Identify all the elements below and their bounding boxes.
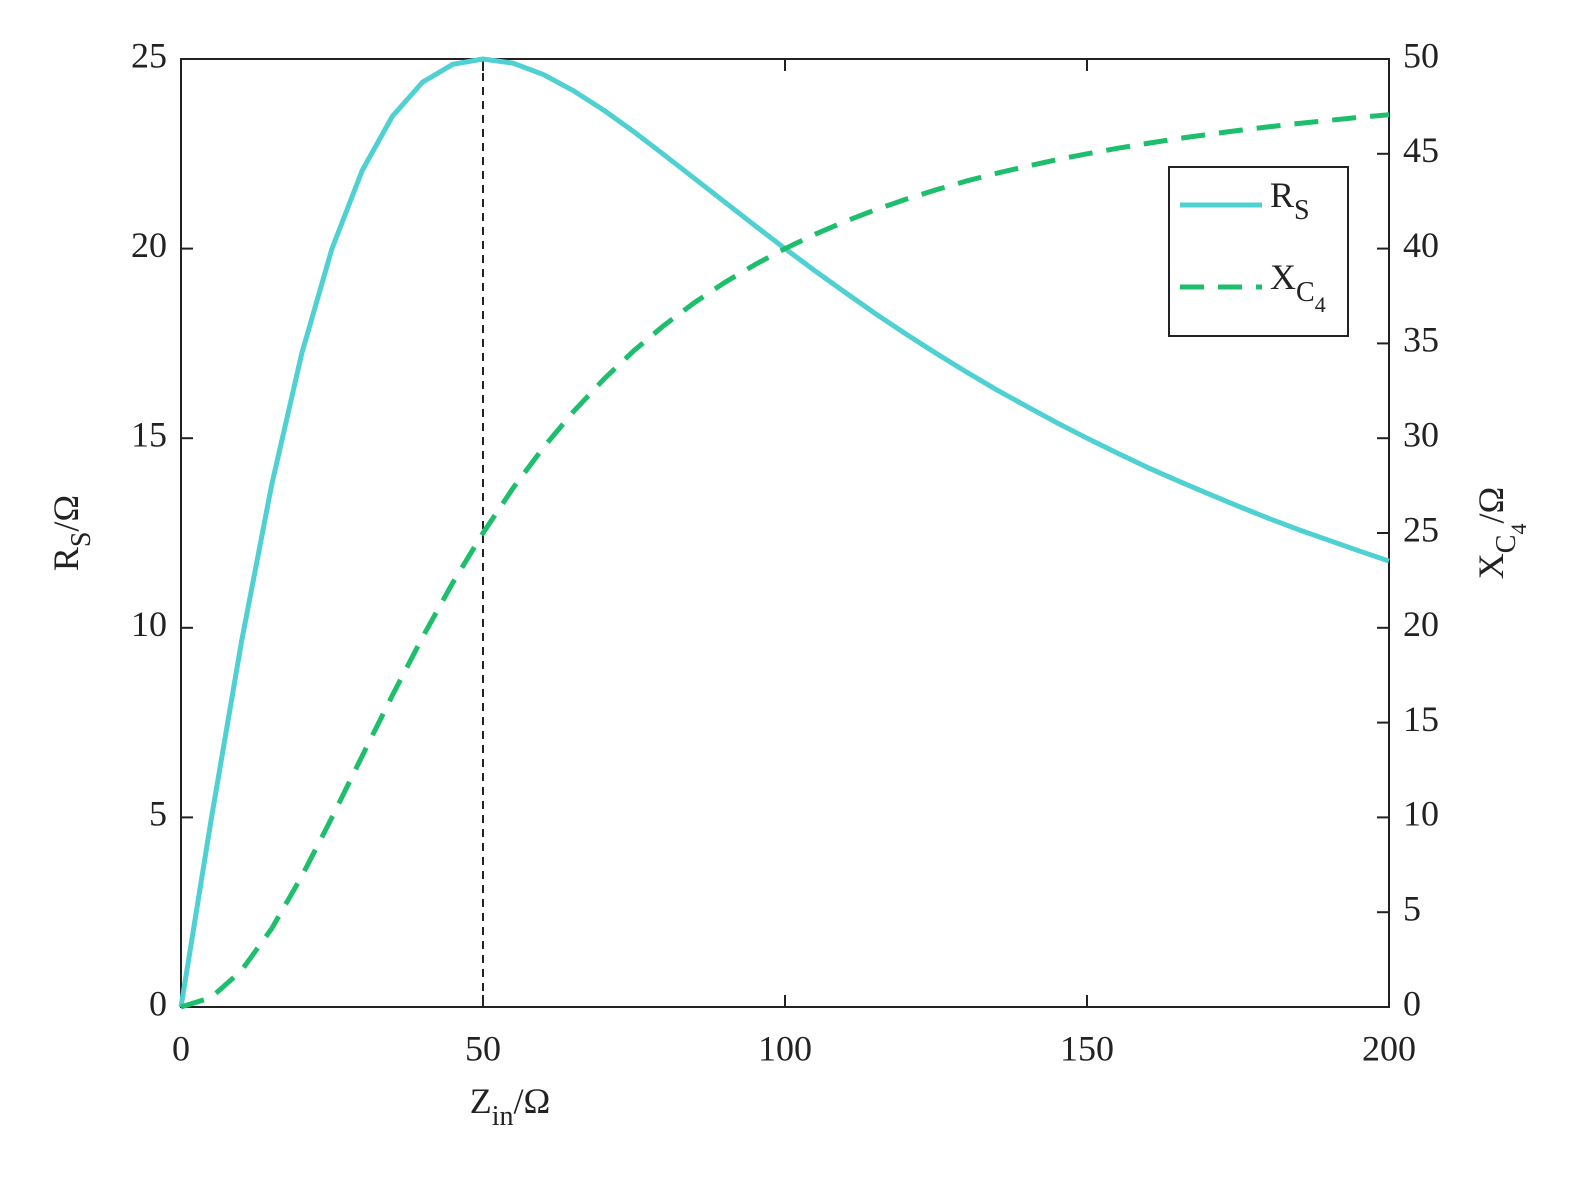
legend-label-part: S <box>1294 195 1310 226</box>
x-tick-label: 100 <box>758 1028 812 1068</box>
y2-tick-label: 50 <box>1403 35 1439 75</box>
legend-label: RS <box>1270 175 1310 226</box>
y2-tick-label: 25 <box>1403 509 1439 549</box>
legend-box <box>1168 166 1349 337</box>
x-tick-label: 150 <box>1060 1028 1114 1068</box>
y2-axis-label: XC4/Ω <box>1471 487 1531 579</box>
y-tick-label: 10 <box>131 604 167 644</box>
y-tick-label: 5 <box>149 794 167 834</box>
y-tick-label: 0 <box>149 983 167 1023</box>
y-tick-label: 15 <box>131 414 167 454</box>
series-line <box>180 112 1390 1010</box>
y2-tick-label: 15 <box>1403 699 1439 739</box>
y2-tick-label: 10 <box>1403 794 1439 834</box>
x-axis-label: Zin/Ω <box>470 1081 551 1132</box>
legend-label-part: 4 <box>1315 292 1326 317</box>
y2-tick-label: 0 <box>1403 983 1421 1023</box>
y2-tick-label: 5 <box>1403 888 1421 928</box>
legend-label-part: C <box>1296 277 1315 308</box>
y2-tick-label: 30 <box>1403 414 1439 454</box>
x-tick-label: 50 <box>465 1028 501 1068</box>
y2-tick-label: 40 <box>1403 225 1439 265</box>
y2-tick-label: 45 <box>1403 130 1439 170</box>
x-tick-label: 0 <box>172 1028 190 1068</box>
legend-label: XC4 <box>1270 257 1326 317</box>
x-tick-label: 200 <box>1362 1028 1416 1068</box>
legend-label-part: X <box>1270 257 1296 297</box>
y2-tick-label: 35 <box>1403 320 1439 360</box>
y-tick-label: 20 <box>131 225 167 265</box>
y-tick-label: 25 <box>131 35 167 75</box>
y2-tick-label: 20 <box>1403 604 1439 644</box>
legend-label-part: R <box>1270 175 1294 215</box>
y-axis-label: RS/Ω <box>46 495 97 571</box>
